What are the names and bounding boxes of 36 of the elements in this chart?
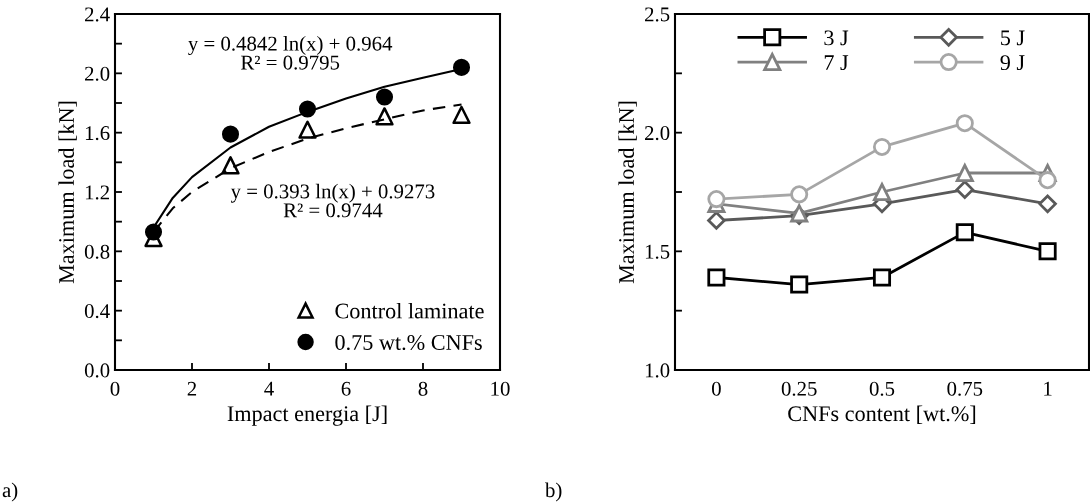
x-tick-label: 0 [110,381,120,396]
x-tick-label: 6 [341,381,351,396]
y-tick-label: 2.4 [85,7,110,22]
y-tick-label: 1.5 [645,244,670,259]
x-tick-label: 0.75 [947,381,983,396]
legend-label: 3 J [824,30,849,46]
y-axis-title: Maximum load [kN] [618,101,637,284]
text: b) [545,482,562,502]
legend-label: Control laminate [335,302,484,319]
annotation: y = 0.4842 ln(x) + 0.964 R² = 0.9795 [188,36,393,70]
y-axis-title: Maximum load [kN] [58,101,77,284]
x-tick-label: 2 [187,381,197,396]
legend-label: 7 J [824,55,849,71]
x-tick-label: 1 [1044,381,1052,396]
y-tick-label: 2.0 [85,66,110,81]
y-tick-label: 1.6 [85,126,110,141]
x-tick-label: 0 [711,381,721,396]
y-tick-label: 2.0 [645,126,670,141]
y-tick-label: 1.0 [645,363,670,378]
text: a) [2,482,18,502]
legend-label: 0.75 wt.% CNFs [335,334,482,351]
y-tick-label: 2.5 [645,7,670,22]
x-axis-title: Impact energia [J] [227,405,387,426]
x-tick-label: 0.5 [869,381,895,396]
x-tick-label: 4 [264,381,274,396]
legend-label: 5 J [1001,30,1025,46]
x-axis-title: CNFs content [wt.%] [788,405,976,424]
x-tick-label: 10 [491,381,510,396]
legend-label: 9 J [1000,55,1025,71]
y-tick-label: 0.0 [84,363,110,378]
x-tick-label: 0.25 [781,381,817,396]
annotation: y = 0.393 ln(x) + 0.9273 R² = 0.9744 [230,183,435,218]
y-tick-label: 0.4 [84,304,110,319]
x-tick-label: 8 [418,381,428,396]
y-tick-label: 0.8 [84,244,110,259]
y-tick-label: 1.2 [85,185,109,200]
